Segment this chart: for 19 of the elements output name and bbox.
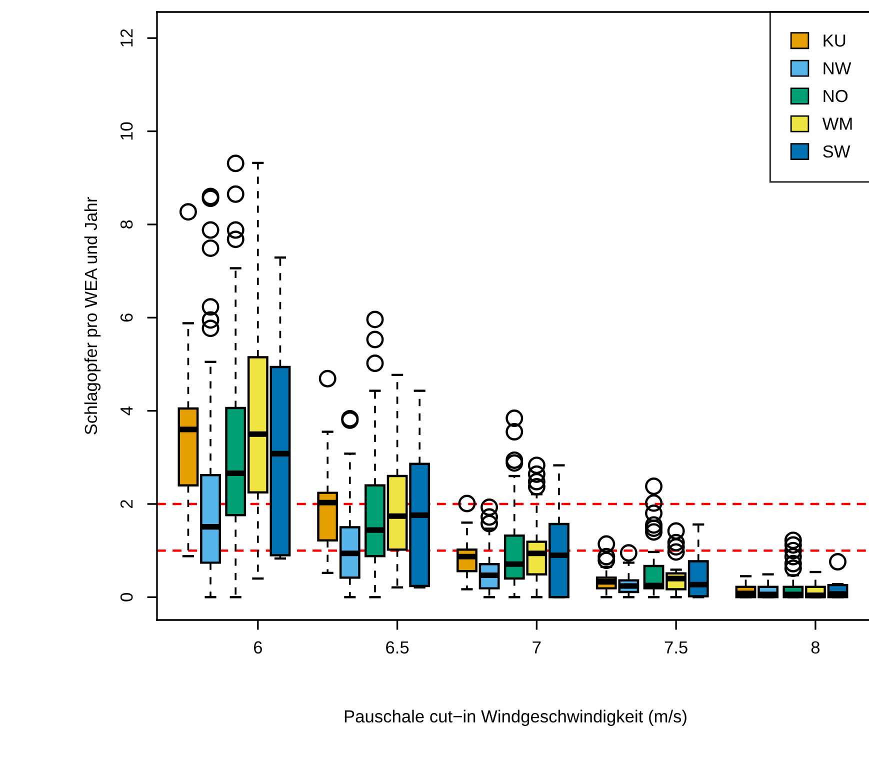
legend-label: WM [822, 118, 852, 130]
y-tick-label: 8 [120, 220, 133, 229]
legend-label: SW [823, 145, 850, 158]
y-axis-title: Schlagopfer pro WEA und Jahr [84, 197, 101, 434]
y-tick-label: 0 [120, 593, 133, 602]
legend-label: KU [824, 34, 846, 47]
x-axis-title: Pauschale cut−in Windgeschwindigkeit (m/s) [344, 710, 686, 726]
x-tick-label: 7 [532, 641, 541, 654]
legend-label: NW [824, 62, 852, 74]
x-tick-label: 7.5 [664, 641, 688, 654]
x-tick-label: 6 [254, 641, 262, 654]
y-tick-label: 2 [120, 500, 133, 508]
x-tick-label: 8 [811, 641, 820, 654]
x-tick-label: 6.5 [386, 641, 409, 654]
y-tick-label: 6 [120, 314, 133, 322]
legend-label: NO [824, 90, 848, 102]
y-tick-label: 10 [120, 122, 133, 140]
y-tick-label: 4 [120, 406, 133, 416]
y-tick-label: 12 [120, 29, 133, 46]
